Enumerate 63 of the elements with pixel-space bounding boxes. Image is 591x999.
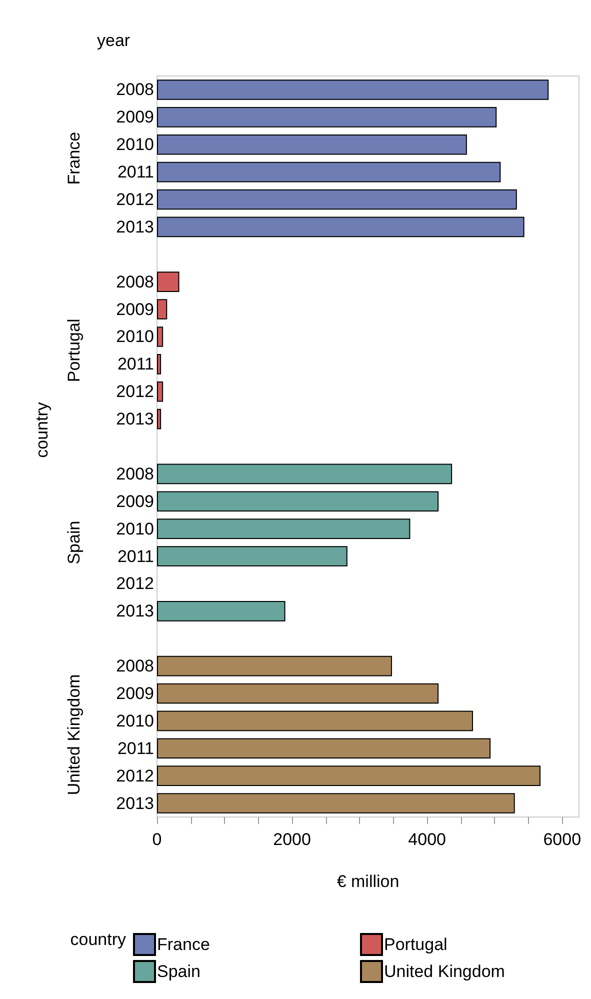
y-tick-label: 2009 xyxy=(116,300,154,319)
bar xyxy=(157,272,180,292)
y-tick-label: 2013 xyxy=(116,602,154,621)
y-tick-label: 2008 xyxy=(116,272,154,292)
bar xyxy=(157,326,164,347)
y-tick-label: 2013 xyxy=(116,410,154,429)
text: year xyxy=(97,31,130,50)
text: Spain xyxy=(64,520,84,564)
y-tick-label: 2013 xyxy=(116,217,154,236)
x-tick-label: 0 xyxy=(152,830,162,849)
y-tick-label: 2011 xyxy=(117,738,154,758)
x-tick-label: 6000 xyxy=(543,830,582,849)
y-tick-label: 2008 xyxy=(116,80,154,100)
y-tick-label: 2010 xyxy=(116,327,154,346)
bar xyxy=(157,189,517,210)
y-tick-label: 2012 xyxy=(116,574,154,594)
bar xyxy=(157,408,162,430)
y-tick-label: 2013 xyxy=(116,794,154,813)
y-tick-label: 2009 xyxy=(116,108,154,127)
bar xyxy=(157,107,497,128)
text: United Kingdom xyxy=(64,674,84,796)
legend-title: country xyxy=(70,930,126,949)
y-tick-label: 2011 xyxy=(117,354,154,374)
bar xyxy=(157,134,467,155)
bar xyxy=(157,793,515,814)
bar xyxy=(157,656,392,676)
bar xyxy=(157,738,491,759)
legend-label: United Kingdom xyxy=(384,962,505,981)
bar xyxy=(157,518,410,539)
y-tick-label: 2010 xyxy=(116,135,154,154)
y-tick-label: 2009 xyxy=(116,492,154,511)
text: France xyxy=(64,132,84,185)
y-axis-title: country xyxy=(32,402,52,458)
y-tick-label: 2012 xyxy=(116,382,154,402)
y-tick-label: 2012 xyxy=(116,766,154,786)
bar xyxy=(157,710,473,732)
x-axis-title: € million xyxy=(336,872,400,891)
bar xyxy=(157,162,501,182)
y-tick-label: 2010 xyxy=(116,519,154,538)
bar xyxy=(157,381,164,402)
bar xyxy=(157,299,168,320)
y-tick-label: 2010 xyxy=(116,711,154,730)
bar xyxy=(157,354,162,374)
bar xyxy=(157,464,452,484)
bar xyxy=(157,766,541,786)
y-tick-label: 2008 xyxy=(116,464,154,484)
x-tick-label: 4000 xyxy=(408,830,446,849)
bar xyxy=(157,683,439,704)
legend-label: Spain xyxy=(157,962,200,981)
y-tick-label: 2012 xyxy=(116,190,154,209)
x-tick-label: 2000 xyxy=(273,830,311,849)
bar xyxy=(157,80,549,100)
y-tick-label: 2011 xyxy=(117,546,154,566)
y-tick-label: 2009 xyxy=(116,684,154,703)
legend-label: Portugal xyxy=(384,935,448,954)
y-tick-label: 2011 xyxy=(117,162,154,182)
y-tick-label: 2008 xyxy=(116,656,154,676)
bar xyxy=(157,601,286,622)
bar xyxy=(157,546,348,566)
text: Portugal xyxy=(64,318,84,382)
bar xyxy=(157,216,524,238)
legend-label: France xyxy=(157,935,210,954)
bar xyxy=(157,491,439,512)
